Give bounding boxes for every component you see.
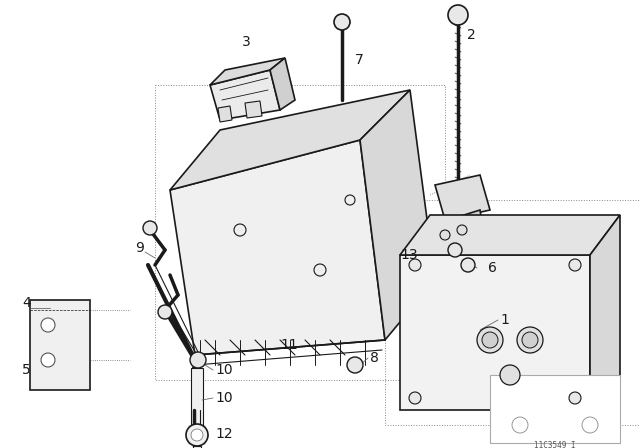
Text: 3: 3 — [242, 35, 251, 49]
Circle shape — [41, 318, 55, 332]
Text: 6: 6 — [488, 261, 497, 275]
Circle shape — [234, 224, 246, 236]
Text: 11: 11 — [280, 338, 298, 352]
Polygon shape — [435, 220, 448, 240]
Text: 13: 13 — [400, 248, 418, 262]
Polygon shape — [245, 101, 262, 118]
Polygon shape — [400, 255, 590, 410]
Polygon shape — [210, 70, 280, 120]
Text: 9: 9 — [135, 241, 144, 255]
Polygon shape — [448, 210, 483, 240]
Polygon shape — [170, 140, 385, 355]
Polygon shape — [170, 90, 410, 190]
Text: 10: 10 — [215, 391, 232, 405]
Circle shape — [448, 243, 462, 257]
Circle shape — [500, 365, 520, 385]
Circle shape — [461, 258, 475, 272]
Text: 12: 12 — [215, 427, 232, 441]
Text: 5: 5 — [22, 363, 31, 377]
Text: 7: 7 — [355, 53, 364, 67]
Polygon shape — [360, 90, 435, 340]
Polygon shape — [435, 175, 490, 220]
Circle shape — [409, 392, 421, 404]
Text: 4: 4 — [22, 296, 31, 310]
Circle shape — [457, 225, 467, 235]
Circle shape — [186, 424, 208, 446]
Circle shape — [440, 230, 450, 240]
Circle shape — [345, 195, 355, 205]
Circle shape — [41, 353, 55, 367]
Circle shape — [517, 327, 543, 353]
Circle shape — [522, 332, 538, 348]
Text: 11C3549 I: 11C3549 I — [534, 440, 576, 448]
Circle shape — [569, 259, 581, 271]
Circle shape — [158, 305, 172, 319]
Polygon shape — [270, 58, 295, 110]
Text: 10: 10 — [215, 363, 232, 377]
Circle shape — [448, 5, 468, 25]
Circle shape — [477, 327, 503, 353]
Polygon shape — [30, 300, 90, 390]
Polygon shape — [218, 106, 232, 122]
Text: 2: 2 — [467, 28, 476, 42]
Circle shape — [569, 392, 581, 404]
Text: 8: 8 — [370, 351, 379, 365]
Bar — [191, 368, 203, 430]
Circle shape — [143, 221, 157, 235]
Polygon shape — [590, 215, 620, 410]
Polygon shape — [210, 58, 285, 85]
Bar — [490, 375, 620, 443]
Circle shape — [482, 332, 498, 348]
Bar — [193, 446, 201, 448]
Circle shape — [409, 259, 421, 271]
Circle shape — [190, 352, 206, 368]
Text: 1: 1 — [500, 313, 509, 327]
Circle shape — [314, 264, 326, 276]
Circle shape — [347, 357, 363, 373]
Circle shape — [191, 429, 203, 441]
Polygon shape — [400, 215, 620, 255]
Circle shape — [334, 14, 350, 30]
